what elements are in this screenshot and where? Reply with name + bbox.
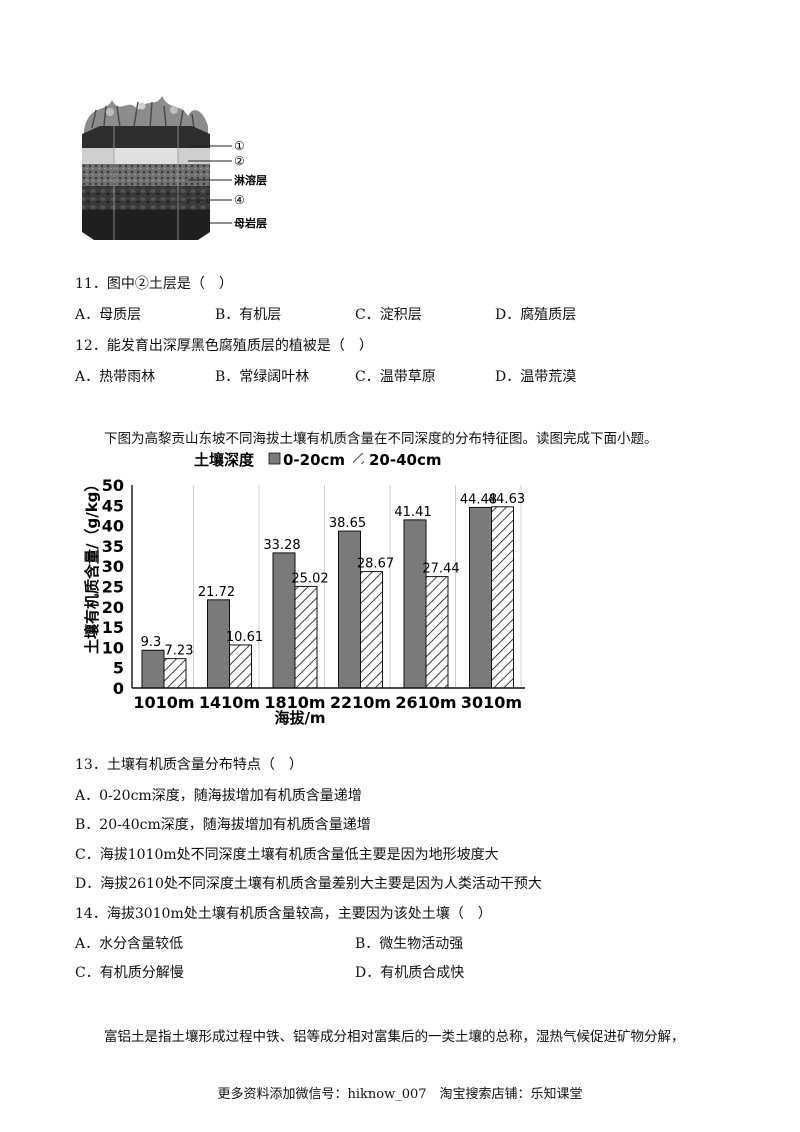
page-footer: 更多资料添加微信号：hiknow_007 淘宝搜索店铺：乐知课堂 [217, 1087, 583, 1102]
y-axis-label: 土壤有机质含量/（g/kg） [83, 477, 101, 654]
bar-value-label: 33.28 [263, 538, 300, 553]
bar-value-label: 27.44 [422, 562, 459, 577]
question-text: 土壤有机质含量分布特点（ ） [106, 757, 303, 773]
bar-1010m-0-20cm [141, 649, 165, 689]
y-tick-label: 20 [102, 598, 124, 617]
layer-bedrock [82, 210, 210, 240]
bar-value-label: 10.61 [226, 630, 263, 645]
bar-1010m-20-40cm [163, 658, 187, 689]
bar-1410m-20-40cm [229, 644, 252, 689]
x-tick-label: 2610m [395, 693, 456, 712]
option-13-a[interactable]: A．0-20cm深度，随海拔增加有机质含量递增 [75, 788, 362, 804]
y-tick-label: 15 [102, 618, 124, 637]
y-tick-label: 10 [102, 638, 124, 657]
y-tick-label: 40 [102, 517, 124, 536]
legend-label-0-20: 0-20cm [283, 451, 345, 469]
soil-profile-figure: ① ② 淋溶层 ④ 母岩层 [70, 92, 300, 244]
legend-title: 土壤深度 [194, 451, 255, 469]
question-number: 14． [75, 906, 107, 922]
x-tick-label: 1010m [133, 693, 194, 712]
option-14-b[interactable]: B．微生物活动强 [355, 936, 464, 952]
bar-2210m-20-40cm [360, 571, 383, 689]
option-13-d[interactable]: D．海拔2610处不同深度土壤有机质含量差别大主要是因为人类活动干预大 [75, 876, 542, 892]
question-text: 图中②土层是（ ） [106, 276, 233, 292]
option-11-b[interactable]: B．有机层 [215, 307, 282, 323]
grid-lines [193, 485, 522, 688]
option-14-c[interactable]: C．有机质分解慢 [75, 965, 184, 981]
bar-value-label: 21.72 [198, 585, 235, 600]
x-tick-label: 1810m [264, 693, 325, 712]
soil-profile-illustration: ① ② 淋溶层 ④ 母岩层 [82, 96, 267, 240]
bar-value-label: 44.48 [460, 492, 497, 507]
y-tick-label: 30 [102, 557, 124, 576]
x-axis-label: 海拔/m [274, 709, 325, 727]
label-leaching-layer: 淋溶层 [234, 173, 267, 187]
bar-value-label: 44.63 [488, 492, 525, 507]
bar-value-label: 41.41 [394, 505, 431, 520]
bar-value-label: 25.02 [291, 571, 328, 586]
label-layer-4: ④ [234, 193, 245, 207]
y-tick-label: 50 [102, 476, 124, 495]
legend-swatch-0-20 [268, 452, 281, 465]
bar-3010m-0-20cm [469, 506, 492, 689]
bar-2210m-0-20cm [338, 530, 361, 689]
chart-intro-text: 下图为高黎贡山东坡不同海拔土壤有机质含量在不同深度的分布特征图。读图完成下面小题… [104, 431, 658, 447]
label-layer-2: ② [234, 154, 245, 168]
question-number: 11． [75, 276, 107, 292]
passage-text: 富铝土是指土壤形成过程中铁、铝等成分相对富集后的一类土壤的总称，湿热气候促进矿物… [104, 1029, 685, 1045]
bar-value-label: 38.65 [329, 516, 366, 531]
option-12-a[interactable]: A．热带雨林 [75, 369, 156, 385]
question-number: 13． [75, 757, 107, 773]
option-12-d[interactable]: D．温带荒漠 [495, 369, 577, 385]
question-text: 能发育出深厚黑色腐殖质层的植被是（ ） [106, 338, 373, 354]
question-12: 12．能发育出深厚黑色腐殖质层的植被是（ ） [75, 337, 373, 355]
bar-1810m-20-40cm [294, 585, 318, 689]
option-14-a[interactable]: A．水分含量较低 [75, 936, 184, 952]
option-11-a[interactable]: A．母质层 [75, 307, 142, 323]
bar-value-label: 28.67 [357, 557, 394, 572]
bars: 9.37.23 21.72 10.61 33.28 25.02 38.65 28.67 41.… [141, 492, 525, 689]
bar-2610m-0-20cm [403, 519, 427, 689]
question-13: 13．土壤有机质含量分布特点（ ） [75, 756, 303, 774]
option-12-b[interactable]: B．常绿阔叶林 [215, 369, 310, 385]
question-14: 14．海拔3010m处土壤有机质含量较高，主要因为该处土壤（ ） [75, 905, 492, 923]
bar-3010m-20-40cm [491, 506, 514, 689]
y-tick-label: 5 [113, 659, 124, 678]
legend-label-20-40: 20-40cm [369, 451, 442, 469]
bar-value-label: 9.3 [141, 635, 162, 650]
bar-chart: 土壤深度 0-20cm 20-40cm 土壤有机质含量/（g/kg） 海拔/m … [83, 451, 525, 727]
y-tick-label: 45 [102, 496, 124, 515]
x-tick-labels: 1010m 1410m 1810m 2210m 2610m 3010m [133, 693, 522, 712]
option-11-d[interactable]: D．腐殖质层 [495, 307, 577, 323]
legend-swatch-20-40 [353, 453, 364, 464]
layer-1 [82, 126, 210, 148]
layer-leaching [82, 164, 210, 186]
option-13-c[interactable]: C．海拔1010m处不同深度土壤有机质含量低主要是因为地形坡度大 [75, 847, 499, 863]
option-13-b[interactable]: B．20-40cm深度，随海拔增加有机质含量递增 [75, 817, 371, 833]
question-number: 12． [75, 338, 107, 354]
y-tick-label: 35 [102, 537, 124, 556]
option-14-d[interactable]: D．有机质合成快 [355, 965, 465, 981]
option-11-c[interactable]: C．淀积层 [355, 307, 422, 323]
x-tick-label: 1410m [199, 693, 260, 712]
bar-2610m-20-40cm [425, 576, 449, 689]
label-bedrock-layer: 母岩层 [234, 216, 267, 230]
y-tick-label: 0 [113, 679, 124, 698]
y-tick-label: 25 [102, 578, 124, 597]
question-text: 海拔3010m处土壤有机质含量较高，主要因为该处土壤（ ） [106, 906, 492, 922]
layer-4 [82, 186, 210, 210]
option-12-c[interactable]: C．温带草原 [355, 369, 436, 385]
x-tick-label: 3010m [461, 693, 522, 712]
x-tick-label: 2210m [330, 693, 391, 712]
label-layer-1: ① [234, 139, 245, 153]
question-11: 11．图中②土层是（ ） [75, 275, 233, 293]
bar-value-label: 7.23 [165, 644, 194, 659]
chart-container: 土壤深度 0-20cm 20-40cm 土壤有机质含量/（g/kg） 海拔/m … [70, 448, 540, 728]
